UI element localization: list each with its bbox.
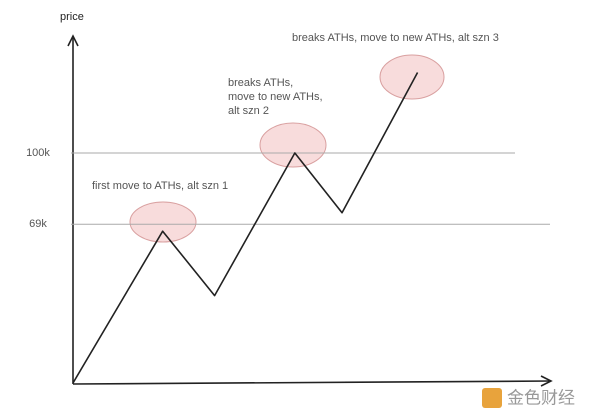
annotation: alt szn 2 xyxy=(228,105,269,117)
y-tick-label: 69k xyxy=(29,218,47,230)
highlight xyxy=(379,54,445,100)
annotation: breaks ATHs, xyxy=(228,77,293,89)
watermark: 金色财经 xyxy=(507,388,575,407)
y-axis-arrow xyxy=(67,34,79,47)
annotation: move to new ATHs, xyxy=(228,91,323,103)
y-axis-label: price xyxy=(60,11,84,23)
y-tick-label: 100k xyxy=(26,147,50,159)
x-axis-arrow xyxy=(540,375,553,387)
x-axis xyxy=(72,380,552,385)
watermark-logo xyxy=(482,388,502,408)
annotation: breaks ATHs, move to new ATHs, alt szn 3 xyxy=(292,32,499,44)
highlight xyxy=(129,201,197,243)
annotation: first move to ATHs, alt szn 1 xyxy=(92,180,228,192)
price-line xyxy=(72,72,419,384)
highlight xyxy=(259,122,327,168)
